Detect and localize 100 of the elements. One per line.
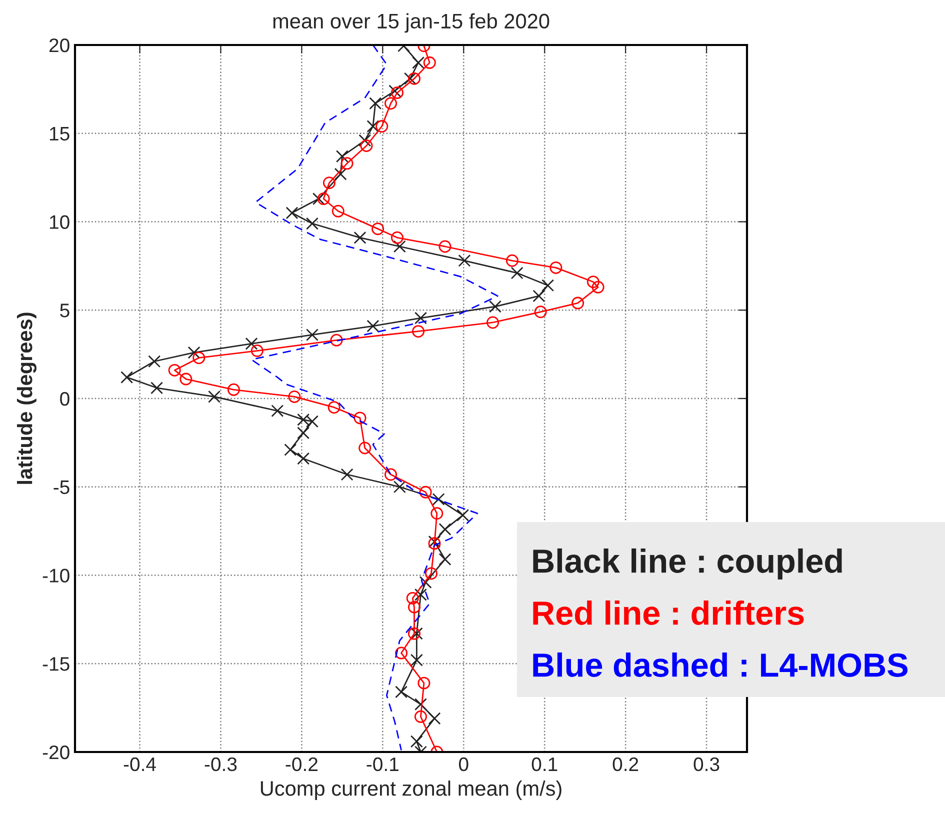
point (404, 72, 416, 85)
point (340, 157, 354, 170)
point (410, 735, 423, 748)
point (192, 352, 206, 364)
point (306, 217, 318, 230)
point (312, 192, 325, 206)
y-tick-label: 0 (60, 392, 70, 406)
point (419, 576, 432, 589)
point (354, 231, 366, 244)
point (334, 168, 347, 180)
point (297, 452, 310, 465)
point (148, 355, 161, 368)
x-tick-label: 0 (458, 757, 468, 772)
point (284, 444, 297, 456)
point (384, 97, 398, 110)
point (408, 627, 420, 640)
point (412, 325, 425, 338)
point (297, 426, 310, 440)
point (423, 56, 436, 69)
point (592, 280, 604, 294)
point (322, 176, 336, 190)
point (406, 592, 419, 604)
point (550, 261, 562, 274)
point (271, 404, 284, 418)
y-tick-label: -15 (42, 657, 70, 671)
point (328, 401, 340, 414)
point (428, 712, 441, 725)
point (414, 698, 427, 711)
point (506, 254, 518, 267)
point (430, 507, 444, 520)
y-tick-label: -20 (42, 745, 70, 760)
point (393, 240, 406, 253)
point (120, 371, 134, 384)
point (414, 710, 427, 723)
point (412, 56, 425, 69)
x-tick-label: -0.1 (366, 757, 398, 772)
x-tick-label: 0.1 (532, 757, 558, 772)
x-tick-label: -0.4 (124, 757, 156, 772)
point (376, 120, 388, 133)
point (586, 276, 600, 288)
point (408, 72, 420, 85)
point (369, 97, 382, 110)
point (180, 372, 192, 386)
point (510, 266, 524, 280)
point (340, 468, 354, 481)
point (488, 300, 502, 313)
point (150, 382, 164, 394)
point (424, 567, 438, 580)
point (408, 600, 420, 614)
point (250, 344, 264, 358)
text: Red line : drifters (533, 600, 804, 625)
point (366, 120, 380, 133)
point (486, 316, 500, 329)
x-tick-label: -0.3 (204, 757, 237, 772)
text: Blue dashed : L4-MOBS (533, 652, 908, 677)
point (208, 390, 221, 403)
point (414, 312, 427, 324)
point (438, 523, 452, 536)
point (358, 442, 372, 454)
y-tick-label: 15 (50, 127, 70, 141)
y-tick-label: -5 (54, 480, 70, 494)
point (227, 383, 240, 396)
point (372, 222, 384, 236)
x-tick-label: -0.2 (286, 757, 318, 772)
point (410, 654, 423, 666)
point (438, 553, 452, 566)
y-tick-label: 20 (49, 38, 70, 52)
point (168, 364, 181, 376)
point (358, 134, 372, 147)
point (419, 486, 432, 498)
point (360, 139, 373, 152)
point (458, 254, 471, 267)
point (395, 686, 408, 698)
x-axis-title: Ucomp current zonal mean (m/s) (260, 780, 562, 800)
y-tick-label: -10 (42, 568, 70, 582)
point (384, 468, 398, 481)
point (188, 346, 200, 359)
point (336, 150, 348, 163)
point (572, 296, 584, 310)
point (542, 279, 554, 292)
point (306, 328, 318, 342)
point (366, 320, 380, 332)
point (393, 480, 406, 494)
line-series (250, 45, 498, 751)
x-tick-label: 0.2 (612, 757, 638, 772)
text: Black line : coupled (533, 548, 842, 580)
point (410, 627, 423, 640)
point (332, 204, 344, 218)
point (286, 206, 298, 220)
point (354, 412, 366, 424)
point (418, 676, 430, 690)
point (245, 337, 258, 350)
point (432, 492, 445, 506)
point (534, 306, 547, 318)
point (330, 334, 343, 346)
point (414, 588, 427, 601)
point (456, 508, 470, 522)
point (317, 192, 330, 206)
point (395, 646, 408, 660)
y-tick-label: 5 (60, 304, 70, 318)
